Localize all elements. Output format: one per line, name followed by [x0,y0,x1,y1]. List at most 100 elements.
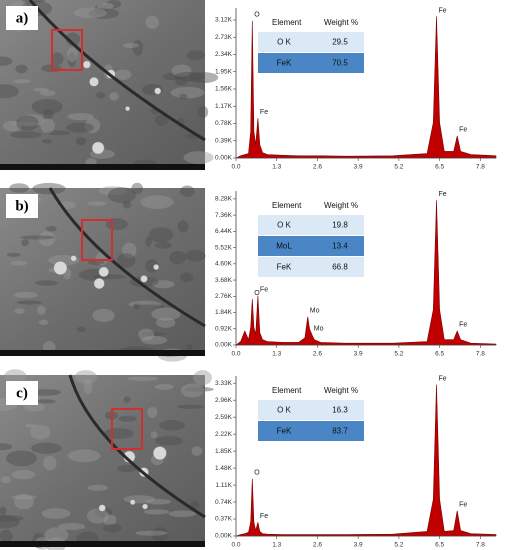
sem-texture [35,399,56,404]
table-cell: O K [277,406,291,415]
sem-texture [67,47,78,63]
sem-texture [197,105,209,119]
sem-texture [46,225,57,232]
y-tick-label: 1.56K [215,86,233,93]
sem-texture [117,464,137,473]
sem-texture [13,291,38,299]
peak-label: Mo [314,325,324,332]
y-tick-label: 8.28K [215,196,233,203]
sem-texture [15,64,28,74]
table-cell: 70.5 [332,59,348,68]
sem-texture [25,423,37,428]
sem-texture [135,530,168,536]
sem-texture [41,138,53,144]
sem-particle [142,503,148,510]
sem-particle [82,60,91,69]
peak-label: Fe [459,322,467,329]
table-cell: 16.3 [332,406,348,415]
table-row [258,53,364,73]
sem-texture [141,335,168,345]
sem-texture [102,523,122,533]
y-tick-label: 2.73K [215,34,233,41]
x-tick-label: 5.2 [394,351,403,358]
y-tick-label: 1.85K [215,448,233,455]
peak-label: Mo [310,308,320,315]
x-tick-label: 7.8 [476,351,485,358]
sem-texture [180,272,194,283]
sem-texture [84,118,101,134]
table-header: Weight % [324,201,358,210]
sem-texture [0,529,13,543]
y-tick-label: 6.44K [215,228,233,235]
x-tick-label: 7.8 [476,164,485,171]
sem-particle [91,141,105,155]
sem-texture [155,114,169,126]
sem-texture [14,308,25,314]
peak-label: Fe [459,127,467,134]
sem-texture [0,56,13,66]
sem-texture [171,64,192,77]
sem-texture [176,404,205,409]
sem-particle [98,266,109,278]
y-tick-label: 2.59K [215,414,233,421]
spectrum-area [235,16,497,159]
sem-texture [122,242,137,258]
x-tick-label: 3.9 [354,351,363,358]
sem-texture [154,383,174,390]
sem-texture [6,252,21,257]
sem-texture [18,114,45,127]
sem-texture [123,495,156,504]
sem-texture [88,7,120,19]
sem-texture [180,383,205,398]
y-tick-label: 2.22K [215,431,233,438]
sem-texture [21,239,29,247]
sem-crack [28,0,206,142]
x-tick-label: 5.2 [394,164,403,171]
sem-texture [118,415,137,422]
sem-texture [177,220,189,233]
sem-texture [50,52,64,66]
sem-texture [123,43,140,49]
y-tick-label: 0.74K [215,499,233,506]
sem-texture [10,260,28,266]
sem-texture [41,508,71,519]
sem-texture [98,186,127,196]
sem-texture [22,0,46,3]
sem-texture [103,514,117,526]
sem-texture [140,331,166,336]
sem-roi [51,29,83,71]
sem-texture [145,498,171,505]
sem-texture [186,343,193,352]
sem-texture [97,2,114,10]
sem-texture [33,87,49,92]
sem-texture [11,121,42,127]
sem-scale-bar [0,350,205,356]
sem-texture [170,86,205,99]
y-tick-label: 0.00K [215,155,233,162]
y-tick-label: 5.52K [215,244,233,251]
x-tick-label: 3.9 [354,542,363,549]
sem-texture [133,303,140,310]
x-tick-label: 2.6 [313,164,322,171]
sem-texture [0,476,11,484]
panel-label: c) [16,385,28,401]
sem-texture [148,227,174,243]
sem-crack [48,187,206,328]
table-cell: O K [277,221,291,230]
x-tick-label: 0.0 [231,542,240,549]
sem-texture [38,319,49,326]
sem-texture [174,71,205,82]
table-cell: FeK [277,427,292,436]
sem-scale-bar [0,164,205,170]
y-tick-label: 0.00K [215,342,233,349]
sem-texture [87,484,108,491]
sem-texture [67,449,101,463]
sem-texture [36,305,46,316]
sem-texture [0,84,19,99]
sem-texture [116,253,136,268]
sem-texture [31,99,63,115]
table-cell: 29.5 [332,38,348,47]
sem-texture [76,326,86,333]
panel-label: b) [15,198,28,214]
sem-texture [145,15,160,30]
